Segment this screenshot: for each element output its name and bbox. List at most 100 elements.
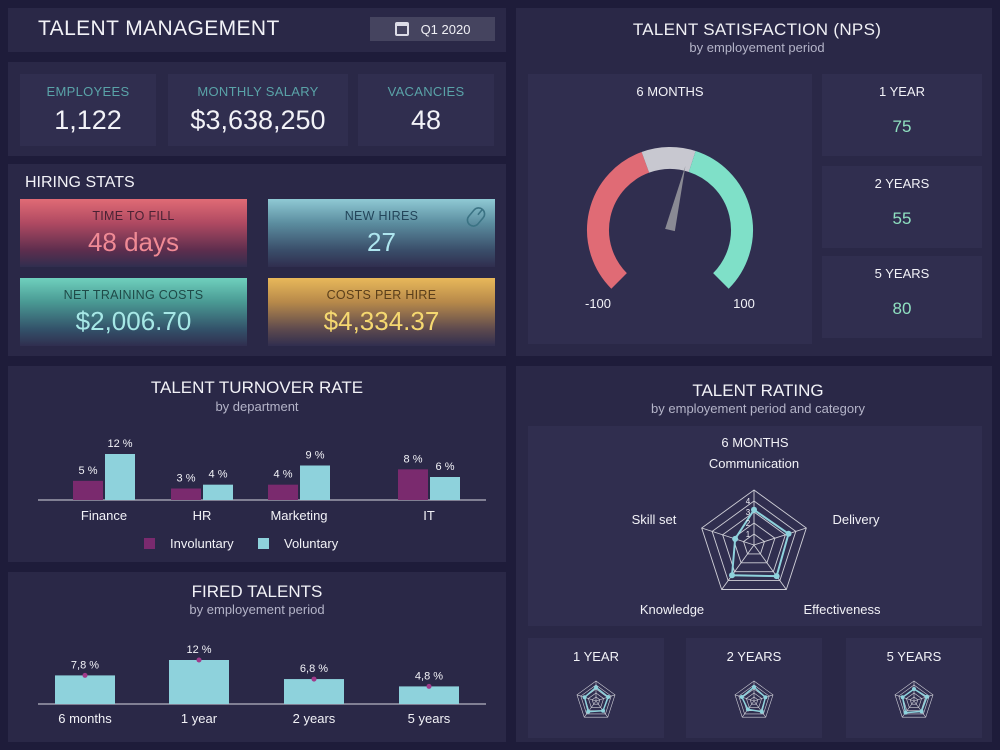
rating-title: TALENT RATING <box>692 381 824 400</box>
rating-mini-label: 1 YEAR <box>572 649 619 664</box>
radar-spoke <box>894 694 915 702</box>
radar-axis-label: Skill set <box>632 512 677 527</box>
radar-point <box>903 710 908 715</box>
turnover-subtitle: by department <box>215 399 299 414</box>
radar-point <box>601 708 606 713</box>
nps-box-5-years: 5 YEARS 80 <box>822 256 982 338</box>
data-label: 4 % <box>209 469 228 481</box>
radar-point <box>924 694 929 699</box>
nps-main-label: 6 MONTHS <box>636 84 704 99</box>
radar-axis-label: Knowledge <box>640 602 704 617</box>
category-label: 6 months <box>58 711 112 726</box>
radar-point <box>729 572 736 579</box>
radar-series <box>740 686 767 713</box>
radar-tick: 2 <box>746 519 751 528</box>
rating-main-label: 6 MONTHS <box>721 435 789 450</box>
radar-axis-label: Communication <box>709 456 799 471</box>
radar-point <box>745 707 750 712</box>
data-label: 4,8 % <box>415 670 443 682</box>
radar-grid <box>711 500 797 582</box>
category-label: HR <box>193 508 212 523</box>
gauge-max-label: 100 <box>733 296 755 311</box>
data-label: 12 % <box>107 438 132 450</box>
radar-grid <box>701 489 807 590</box>
kpi-vacancies: VACANCIES 48 <box>358 74 494 146</box>
nps-box-label: 5 YEARS <box>874 266 930 281</box>
radar-point <box>732 535 739 542</box>
category-label: IT <box>423 508 435 523</box>
data-label: 12 % <box>186 644 211 656</box>
radar-point <box>606 695 611 700</box>
radar-point <box>752 685 756 689</box>
radar-point <box>773 573 780 580</box>
data-label: 4 % <box>274 469 293 481</box>
period-label: Q1 2020 <box>420 21 471 37</box>
calendar-icon <box>394 22 409 36</box>
radar-point <box>919 709 924 714</box>
mouse-icon <box>466 207 486 227</box>
radar-point <box>763 695 768 700</box>
radar-tick: 1 <box>746 530 751 539</box>
fired-subtitle: by employement period <box>189 602 325 617</box>
kpi-value: 48 <box>410 105 442 135</box>
fired-panel <box>8 572 506 742</box>
tile-net-training-costs: NET TRAINING COSTS $2,006.70 <box>20 278 247 346</box>
kpi-label: VACANCIES <box>387 84 465 99</box>
radar-point <box>785 530 792 537</box>
radar-spoke <box>734 694 755 702</box>
turnover-panel <box>8 366 506 562</box>
bar-voluntary <box>300 465 330 500</box>
radar-grid <box>906 692 922 708</box>
bar <box>55 675 115 704</box>
radar-point <box>759 709 764 714</box>
radar-point <box>739 695 744 700</box>
bar-marker <box>426 683 432 689</box>
bar-marker <box>82 672 88 678</box>
radar-grid <box>591 696 601 705</box>
bar-voluntary <box>430 477 460 500</box>
bar-voluntary <box>203 484 233 500</box>
gauge-needle <box>665 165 686 232</box>
data-label: 8 % <box>404 453 423 465</box>
fired-title: FIRED TALENTS <box>191 582 323 601</box>
radar-point <box>594 685 598 690</box>
data-label: 6 % <box>436 461 455 473</box>
nps-title: TALENT SATISFACTION (NPS) <box>632 20 882 39</box>
radar-tick: 3 <box>746 508 751 517</box>
gauge-min-label: -100 <box>585 296 611 311</box>
category-label: 5 years <box>408 711 451 726</box>
hiring-stats-title: HIRING STATS <box>25 174 135 191</box>
radar-spoke <box>576 694 597 702</box>
radar-spoke <box>753 544 787 590</box>
bar-involuntary <box>398 469 428 500</box>
data-label: 3 % <box>177 473 196 485</box>
page-title: TALENT MANAGEMENT <box>38 17 280 40</box>
data-label: 6,8 % <box>300 663 328 675</box>
nps-box-1-year: 1 YEAR 75 <box>822 74 982 156</box>
rating-subtitle: by employement period and category <box>651 401 865 416</box>
radar-spoke <box>753 527 807 546</box>
radar-axis-label: Delivery <box>833 512 880 527</box>
nps-box-label: 1 YEAR <box>878 84 925 99</box>
radar-point <box>912 687 916 691</box>
tile-value: $2,006.70 <box>75 306 192 336</box>
tile-time-to-fill: TIME TO FILL 48 days <box>20 199 247 267</box>
bar-involuntary <box>268 484 298 500</box>
data-label: 9 % <box>306 450 325 462</box>
category-label: Marketing <box>270 508 327 523</box>
radar-point <box>582 695 587 700</box>
data-label: 7,8 % <box>71 659 99 671</box>
period-selector[interactable]: Q1 2020 <box>370 17 495 41</box>
radar-spoke <box>595 700 608 718</box>
radar-grid <box>738 684 770 715</box>
radar-spoke <box>753 700 766 718</box>
tile-label: NEW HIRES <box>344 209 419 223</box>
radar-spoke <box>753 694 774 702</box>
radar-point <box>586 709 591 714</box>
legend-swatch-voluntary <box>258 538 269 549</box>
radar-grid <box>722 511 786 573</box>
kpi-label: MONTHLY SALARY <box>197 84 319 99</box>
radar-grid <box>580 684 612 715</box>
radar-grid <box>909 696 919 705</box>
legend-swatch-involuntary <box>144 538 155 549</box>
